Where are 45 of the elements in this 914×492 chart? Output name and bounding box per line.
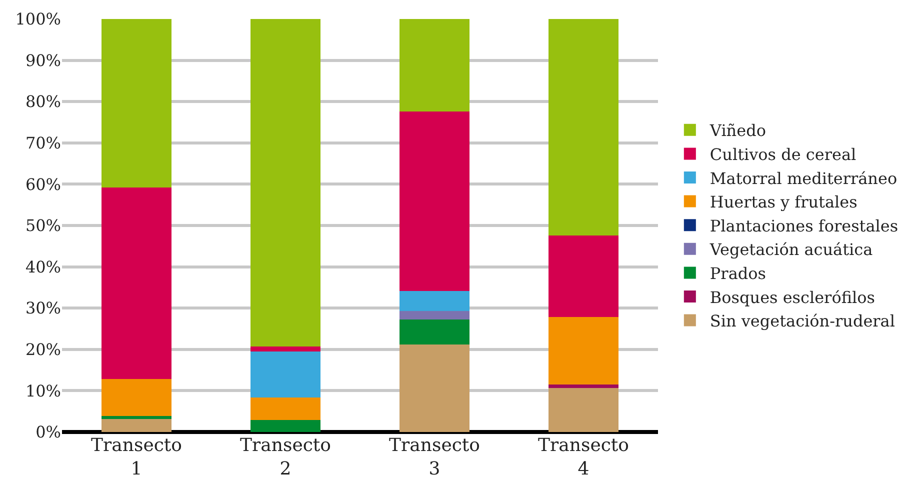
bar: [399, 310, 470, 320]
bar: [250, 346, 321, 352]
bar: [250, 19, 321, 347]
legend-label: Bosques esclerófilos: [710, 288, 875, 307]
legend-label: Viñedo: [708, 121, 766, 140]
x-tick-label: Transecto 2: [240, 435, 331, 480]
legend-label: Huertas y frutales: [710, 192, 858, 212]
bar: [548, 235, 619, 317]
bar: [399, 320, 470, 344]
y-tick-label: 0%: [36, 422, 61, 442]
bar: [399, 19, 470, 112]
y-tick-label: 80%: [25, 92, 61, 112]
bar: [101, 19, 172, 188]
legend-label: Matorral mediterráneo: [710, 168, 898, 188]
y-tick-label: 50%: [25, 216, 61, 236]
bar: [548, 384, 619, 388]
y-tick-label: 70%: [25, 134, 61, 152]
bar: [101, 379, 172, 416]
bar: [101, 188, 172, 380]
bar: [399, 291, 470, 311]
bar: [548, 388, 619, 432]
bar: [101, 416, 172, 420]
x-tick-label: Transecto 1: [91, 435, 182, 480]
bar: [250, 420, 321, 432]
bar: [399, 344, 470, 432]
legend-label: Vegetación acuática: [708, 240, 874, 260]
legend-label: Cultivos de cereal: [710, 144, 856, 164]
y-tick-label: 20%: [25, 340, 61, 359]
y-tick-label: 40%: [25, 257, 61, 276]
legend-label: Prados: [710, 264, 766, 283]
y-tick-label: 10%: [25, 381, 61, 400]
legend-label: Sin vegetación-ruderal: [710, 312, 895, 331]
legend-label: Plantaciones forestales: [710, 216, 898, 236]
bar: [399, 112, 470, 292]
bar: [548, 316, 619, 385]
bar: [250, 351, 321, 398]
y-tick-label: 100%: [15, 10, 61, 29]
y-tick-label: 30%: [25, 298, 61, 318]
x-tick-label: Transecto 3: [389, 435, 480, 480]
y-tick-label: 90%: [25, 50, 61, 70]
y-tick-label: 60%: [25, 174, 61, 194]
bar: [101, 419, 172, 432]
bar: [250, 397, 321, 420]
x-tick-label: Transecto 4: [538, 435, 629, 480]
bar: [548, 19, 619, 236]
